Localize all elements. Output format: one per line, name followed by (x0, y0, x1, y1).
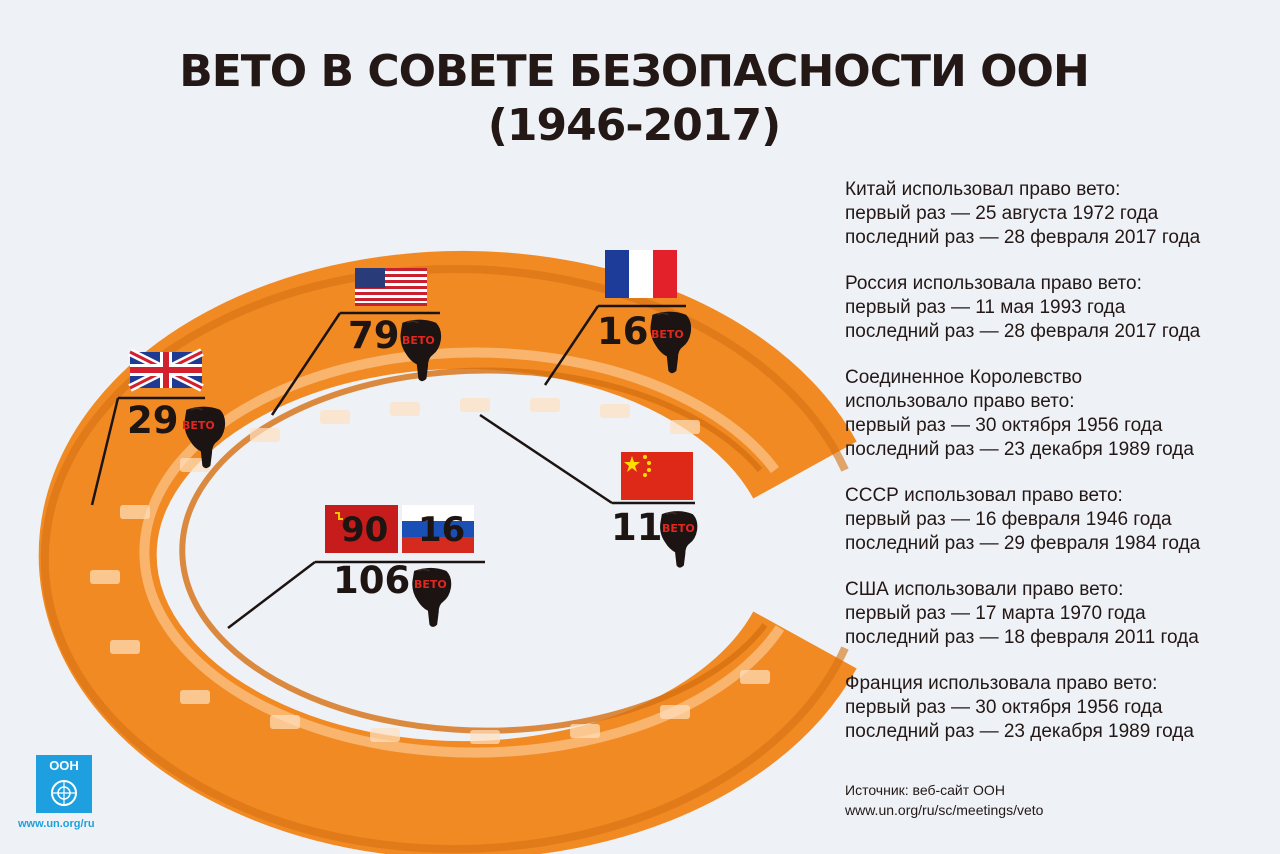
info-heading: Соединенное Королевство (845, 367, 1083, 388)
info-heading: Китай использовал право вето: (845, 179, 1121, 200)
veto-badge: ВЕТО (651, 328, 684, 341)
info-last: последний раз — 29 февраля 1984 года (845, 533, 1201, 554)
russia-veto-count: 16 (418, 510, 466, 550)
info-last: последний раз — 23 декабря 1989 года (845, 721, 1194, 742)
uk-flag (128, 348, 204, 392)
info-first: первый раз — 25 августа 1972 года (845, 203, 1159, 224)
ussr-flag (325, 505, 398, 553)
ussr-veto-info: СССР использовал право вето: первый раз … (845, 484, 1275, 556)
veto-badge: ВЕТО (182, 419, 215, 432)
source-url[interactable]: www.un.org/ru/sc/meetings/veto (845, 802, 1044, 818)
russia-flag (402, 505, 474, 553)
info-first: первый раз — 30 октября 1956 года (845, 697, 1163, 718)
info-first: первый раз — 16 февраля 1946 года (845, 509, 1172, 530)
info-heading: СССР использовал право вето: (845, 485, 1123, 506)
un-logo: ООН (36, 755, 92, 813)
info-heading-cont: использовало право вето: (845, 391, 1075, 412)
info-heading: США использовали право вето: (845, 579, 1124, 600)
info-first: первый раз — 11 мая 1993 года (845, 297, 1126, 318)
uk-veto-count: 29 (127, 399, 179, 442)
info-heading: Франция использовала право вето: (845, 673, 1158, 694)
france-veto-info: Франция использовала право вето: первый … (845, 672, 1275, 744)
china-veto-count: 11 (611, 506, 663, 549)
info-last: последний раз — 28 февраля 2017 года (845, 227, 1201, 248)
veto-badge: ВЕТО (402, 334, 435, 347)
info-first: первый раз — 30 октября 1956 года (845, 415, 1163, 436)
usa-veto-count: 79 (348, 314, 400, 357)
thumbs-down-icon (659, 510, 699, 569)
info-last: последний раз — 23 декабря 1989 года (845, 439, 1194, 460)
ussr-russia-total-count: 106 (333, 559, 411, 602)
source-label: Источник: веб-сайт ООН (845, 782, 1005, 798)
france-veto-count: 16 (597, 310, 649, 353)
un-emblem-icon (51, 780, 77, 806)
russia-veto-info: Россия использовала право вето: первый р… (845, 272, 1275, 344)
page-title: ВЕТО В СОВЕТЕ БЕЗОПАСНОСТИ ООН (179, 46, 1090, 97)
info-heading: Россия использовала право вето: (845, 273, 1142, 294)
un-logo-text: ООН (49, 758, 79, 773)
france-flag (605, 250, 677, 298)
info-last: последний раз — 18 февраля 2011 года (845, 627, 1199, 648)
thumbs-down-icon (411, 567, 453, 628)
page-subtitle-years: (1946-2017) (487, 100, 781, 151)
veto-badge: ВЕТО (662, 522, 695, 535)
info-first: первый раз — 17 марта 1970 года (845, 603, 1146, 624)
usa-veto-info: США использовали право вето: первый раз … (845, 578, 1275, 650)
un-url[interactable]: www.un.org/ru (18, 818, 95, 830)
ussr-veto-count: 90 (341, 510, 389, 550)
source-note: Источник: веб-сайт ООН www.un.org/ru/sc/… (845, 780, 1043, 820)
horseshoe-table (38, 251, 857, 854)
usa-flag (355, 268, 427, 306)
info-last: последний раз — 28 февраля 2017 года (845, 321, 1201, 342)
veto-badge: ВЕТО (414, 578, 447, 591)
uk-veto-info: Соединенное Королевство использовало пра… (845, 366, 1275, 462)
china-flag (621, 452, 693, 500)
leader-lines (90, 304, 695, 629)
china-veto-info: Китай использовал право вето: первый раз… (845, 178, 1275, 250)
